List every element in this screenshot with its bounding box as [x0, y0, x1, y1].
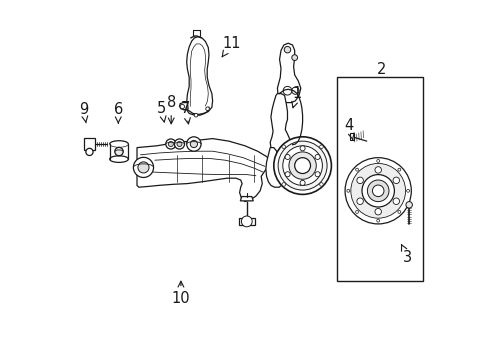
Text: 10: 10 — [172, 281, 190, 306]
Circle shape — [398, 211, 401, 213]
Circle shape — [283, 86, 292, 95]
Text: 8: 8 — [167, 95, 176, 124]
Circle shape — [375, 208, 381, 215]
Circle shape — [177, 141, 182, 147]
Circle shape — [206, 107, 209, 111]
Text: 1: 1 — [292, 86, 302, 108]
Circle shape — [86, 148, 93, 156]
Circle shape — [300, 180, 305, 185]
Circle shape — [194, 113, 198, 117]
Circle shape — [285, 172, 290, 177]
Circle shape — [356, 168, 359, 171]
Text: 2: 2 — [376, 62, 386, 77]
Circle shape — [190, 140, 197, 148]
Circle shape — [345, 158, 411, 224]
Circle shape — [315, 172, 320, 177]
Circle shape — [300, 146, 305, 151]
Circle shape — [407, 189, 410, 192]
Text: 4: 4 — [345, 118, 354, 139]
Circle shape — [357, 177, 364, 184]
Polygon shape — [350, 133, 354, 140]
Polygon shape — [239, 218, 255, 225]
Polygon shape — [84, 138, 95, 150]
Circle shape — [294, 158, 311, 174]
Circle shape — [115, 147, 123, 156]
Circle shape — [292, 87, 299, 94]
Polygon shape — [240, 197, 253, 201]
Text: 9: 9 — [79, 102, 88, 123]
Polygon shape — [187, 37, 213, 114]
Circle shape — [398, 168, 401, 171]
Circle shape — [169, 141, 173, 147]
Circle shape — [377, 219, 380, 222]
Circle shape — [282, 183, 286, 186]
Circle shape — [283, 146, 322, 185]
Circle shape — [393, 177, 399, 184]
Circle shape — [278, 141, 327, 190]
Circle shape — [356, 211, 359, 213]
Circle shape — [133, 157, 153, 177]
Text: 11: 11 — [222, 36, 241, 57]
Circle shape — [315, 154, 320, 159]
Circle shape — [292, 55, 297, 60]
Circle shape — [166, 139, 176, 149]
Circle shape — [187, 137, 201, 151]
Bar — [337, 77, 423, 281]
Circle shape — [377, 159, 380, 162]
Circle shape — [284, 46, 291, 53]
Polygon shape — [270, 94, 290, 156]
Text: 6: 6 — [114, 102, 123, 123]
Circle shape — [351, 163, 406, 218]
Circle shape — [319, 145, 323, 149]
Text: 5: 5 — [157, 100, 166, 122]
Polygon shape — [179, 103, 188, 110]
Circle shape — [362, 175, 394, 207]
Text: 7: 7 — [181, 100, 190, 124]
Polygon shape — [277, 43, 301, 103]
Circle shape — [180, 104, 185, 109]
Polygon shape — [137, 139, 270, 202]
Circle shape — [289, 152, 316, 179]
Circle shape — [242, 216, 252, 227]
Circle shape — [138, 162, 149, 173]
Circle shape — [282, 145, 286, 149]
Circle shape — [372, 185, 384, 197]
Circle shape — [319, 183, 323, 186]
Circle shape — [285, 154, 290, 159]
Circle shape — [368, 180, 389, 202]
Circle shape — [274, 137, 331, 194]
Text: 3: 3 — [401, 244, 412, 265]
Circle shape — [393, 198, 399, 204]
Circle shape — [357, 198, 364, 204]
Circle shape — [375, 167, 381, 173]
Circle shape — [174, 139, 185, 149]
Polygon shape — [266, 148, 285, 187]
Circle shape — [406, 202, 413, 208]
Circle shape — [347, 189, 350, 192]
